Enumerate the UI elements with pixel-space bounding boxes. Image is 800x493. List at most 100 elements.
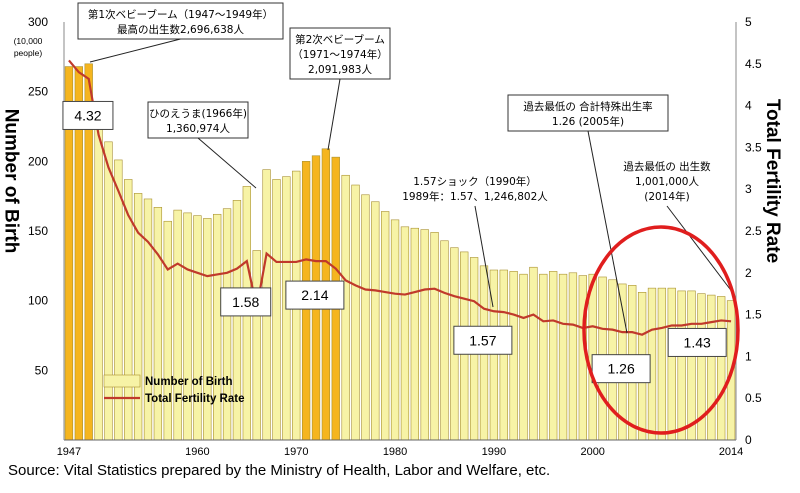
x-tick-1970: 1970 [284,446,308,458]
bar-2008 [667,287,676,441]
bar-1956 [153,207,163,441]
annotation-hinoe-line-0: ひのえうま(1966年) [149,107,247,120]
x-tick-1990: 1990 [482,446,506,458]
value-label-2005: 1.26 [607,361,634,377]
bar-1962 [213,213,222,441]
y-tick-right-0: 0 [745,433,752,447]
value-label-1966: 1.58 [232,294,259,310]
bar-2007 [657,287,667,441]
bar-1976 [351,184,360,441]
annotation-box-tfr_low [507,94,669,132]
bar-2013 [717,296,726,441]
value-label-1947: 4.32 [74,107,101,123]
bar-2012 [707,294,716,441]
tfr-line [68,59,732,336]
y-tick-right-3: 3 [745,182,752,196]
bar-1966 [252,250,261,441]
value-label-2013: 1.43 [684,334,711,350]
annotation-boom1-line-1: 最高の出生数2,696,638人 [117,23,244,36]
bar-1983 [420,229,429,441]
y-axis-title-right: Total Fertility Rate [762,98,784,264]
bar-1996 [549,271,558,441]
y-tick-right-1.5: 1.5 [745,308,762,322]
bar-1978 [371,201,380,441]
bar-1998 [568,272,578,441]
chart-axes: 50 100 150 200 250 300 (10,000 people) 0 0.5 1 1.5 2… [14,15,762,458]
annotation-box-hinoe [147,101,249,139]
annotation-tfr_low-line-0: 過去最低の 合計特殊出生率 [523,100,652,113]
value-box-1947 [62,100,114,130]
legend-swatch-births [103,374,141,388]
bar-1958 [173,209,182,441]
bar-1982 [410,227,419,441]
annotation-pointer-hinoe [197,137,257,189]
y-tick-right-3.5: 3.5 [745,140,762,154]
x-tick-1960: 1960 [185,446,209,458]
y-tick-right-0.5: 0.5 [745,391,762,405]
annotation-boom2-line-0: 第2次ベビーブーム [295,33,385,46]
x-tick-1947: 1947 [57,446,81,458]
annotation-shock157-line-1: 1989年：1.57、1,246,802人 [402,190,548,203]
y-tick-left-200: 200 [28,154,48,168]
x-tick-2000: 2000 [580,446,604,458]
legend-label-births: Number of Birth [145,376,233,388]
source-note: Source: Vital Statistics prepared by the… [8,462,551,479]
bar-1997 [558,273,568,441]
x-tick-1980: 1980 [383,446,407,458]
line-series-tfr [68,59,732,336]
y-tick-left-300: 300 [28,15,48,29]
bar-1994 [529,266,538,441]
value-label-1973: 2.14 [301,287,328,303]
annotation-birth_low-line-2: (2014年) [644,190,689,203]
value-box-2005 [591,354,651,384]
bar-1963 [222,208,232,441]
y-tick-left-250: 250 [28,85,48,99]
annotation-pointer-tfr_low [587,130,628,334]
annotation-box-boom2 [289,27,391,80]
annotation-pointer-boom1 [89,38,181,63]
annotation-birth_low-line-1: 1,001,000人 [635,176,699,188]
y-axis-title-left: Number of Birth [0,108,22,254]
value-label-1990: 1.57 [469,332,496,348]
y-tick-right-2.5: 2.5 [745,224,762,238]
bar-1992 [509,271,518,441]
bar-2010 [687,290,696,441]
highlight-ellipse [582,225,740,435]
y-unit-label-1: people) [14,48,43,58]
bar-2009 [677,290,686,441]
legend-label-tfr: Total Fertility Rate [145,393,244,405]
value-box-1973 [285,280,345,310]
legend: Number of Birth Total Fertility Rate [103,374,244,405]
annotation-boom2-line-1: （1971～1974年） [292,48,387,61]
annotation-tfr_low-line-1: 1.26 (2005年) [552,115,624,128]
y-tick-left-100: 100 [28,294,48,308]
annotation-hinoe-line-1: 1,360,974人 [166,123,230,135]
value-box-1990 [453,325,513,355]
y-tick-right-5: 5 [745,15,752,29]
y-tick-right-1: 1 [745,349,752,363]
bar-1991 [499,269,508,441]
y-tick-right-4.5: 4.5 [745,57,762,71]
annotation-boom1-line-0: 第1次ベビーブーム（1947～1949年） [88,8,273,21]
y-tick-right-4: 4 [745,99,752,113]
y-tick-right-2: 2 [745,266,752,280]
value-box-2013 [667,327,727,357]
annotation-pointer-birth_low [666,205,734,294]
annotation-pointer-boom2 [327,78,341,151]
y-tick-left-150: 150 [28,224,48,238]
bar-1961 [203,218,212,441]
bar-1977 [361,194,370,441]
annotation-shock157-line-0: 1.57ショック（1990年） [413,175,537,188]
bar-1981 [400,226,410,441]
bar-1984 [430,232,439,441]
annotation-pointer-shock157 [474,205,494,308]
value-labels: 4.32 1.58 2.14 1.57 1.26 1.43 [62,100,727,384]
bar-1993 [519,273,528,441]
bar-1985 [440,240,449,441]
bar-1979 [381,211,390,441]
bar-1968 [272,179,281,441]
bar-1951 [104,141,113,441]
bar-1995 [539,273,548,441]
value-box-1966 [220,287,272,317]
